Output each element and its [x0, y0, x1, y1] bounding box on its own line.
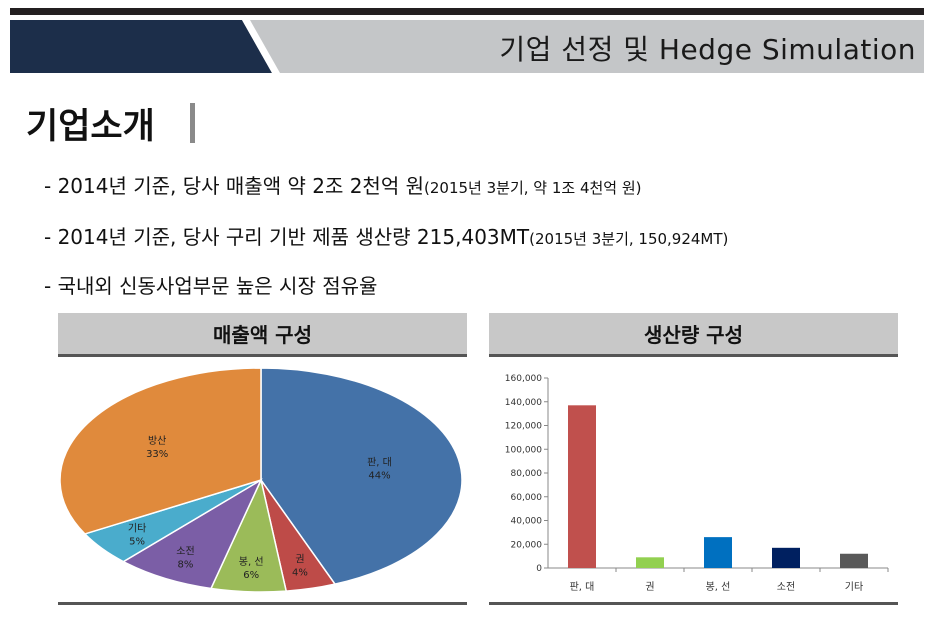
sales-pie-chart: 판, 대 44% 권 4% 봉, 선 6% 소전 8% 기타 5% 방산 33%	[60, 367, 463, 593]
production-bar-chart: 0 20,000 40,000 60,000 80,000 100,000 120,000 1…	[505, 374, 889, 593]
x-tick-label: 기타	[845, 581, 863, 593]
bullet-sub-text: (2015년 3분기, 약 1조 4천억 원)	[424, 179, 642, 197]
header-title: 기업 선정 및 Hedge Simulation	[499, 33, 916, 66]
x-tick-label: 판, 대	[570, 581, 595, 593]
bar	[704, 537, 732, 568]
bullet-sub-text: (2015년 3분기, 150,924MT)	[529, 230, 729, 248]
y-tick-label: 60,000	[511, 493, 543, 503]
bullet-marker: -	[44, 274, 52, 298]
y-tick-label: 140,000	[505, 398, 542, 408]
y-tick-label: 0	[536, 564, 542, 574]
bar	[840, 553, 868, 568]
bullet-marker: -	[44, 174, 52, 198]
pie-slice-label: 판, 대	[367, 456, 392, 468]
panel-title-production: 생산량 구성	[489, 313, 898, 357]
header-band: 기업 선정 및 Hedge Simulation	[10, 20, 924, 73]
pie-slice-label: 방산	[148, 435, 166, 447]
x-tick-label: 봉, 선	[706, 581, 731, 593]
pie-slice	[60, 367, 262, 535]
bullet-main-text: 2014년 기준, 당사 매출액 약 2조 2천억 원	[57, 174, 424, 198]
pie-slice-percent: 6%	[243, 570, 259, 581]
pie-slice-percent: 8%	[178, 560, 194, 571]
header-navy-shape	[10, 20, 280, 73]
pie-slice-percent: 5%	[129, 537, 145, 548]
x-tick-label: 권	[645, 581, 654, 593]
y-tick-label: 100,000	[505, 445, 542, 455]
pie-slice-label: 권	[295, 554, 304, 566]
x-tick-label: 소전	[777, 581, 795, 593]
bullet-market-share: - 국내외 신동사업부문 높은 시장 점유율	[44, 270, 377, 299]
y-tick-label: 160,000	[505, 374, 542, 384]
y-tick-label: 120,000	[505, 422, 542, 432]
bullet-main-text: 2014년 기준, 당사 구리 기반 제품 생산량 215,403MT	[57, 225, 530, 249]
pie-slice-percent: 44%	[368, 470, 390, 481]
pie-slice-percent: 33%	[146, 449, 168, 460]
bullet-marker: -	[44, 225, 52, 249]
pie-slice-label: 소전	[176, 546, 194, 558]
panel-footer-rule-right	[489, 602, 898, 605]
pie-slice-label: 기타	[128, 523, 146, 535]
y-tick-label: 40,000	[511, 517, 543, 527]
panel-title-sales: 매출액 구성	[58, 313, 467, 357]
pie-slice	[260, 367, 463, 585]
bullet-production: - 2014년 기준, 당사 구리 기반 제품 생산량 215,403MT(20…	[44, 221, 728, 250]
bullet-sales: - 2014년 기준, 당사 매출액 약 2조 2천억 원(2015년 3분기,…	[44, 170, 642, 199]
panel-footer-rule-left	[58, 602, 467, 605]
bullet-main-text: 국내외 신동사업부문 높은 시장 점유율	[57, 274, 378, 298]
bar	[636, 557, 664, 568]
y-tick-label: 80,000	[511, 469, 543, 479]
section-title: 기업소개	[26, 107, 155, 147]
bar	[772, 547, 800, 568]
bar	[568, 405, 596, 568]
top-rule	[10, 8, 924, 15]
y-tick-label: 20,000	[511, 540, 543, 550]
pie-slice-label: 봉, 선	[239, 556, 264, 568]
section-title-bar	[190, 103, 195, 143]
pie-slice-percent: 4%	[292, 568, 308, 579]
pie-slice	[121, 478, 263, 590]
